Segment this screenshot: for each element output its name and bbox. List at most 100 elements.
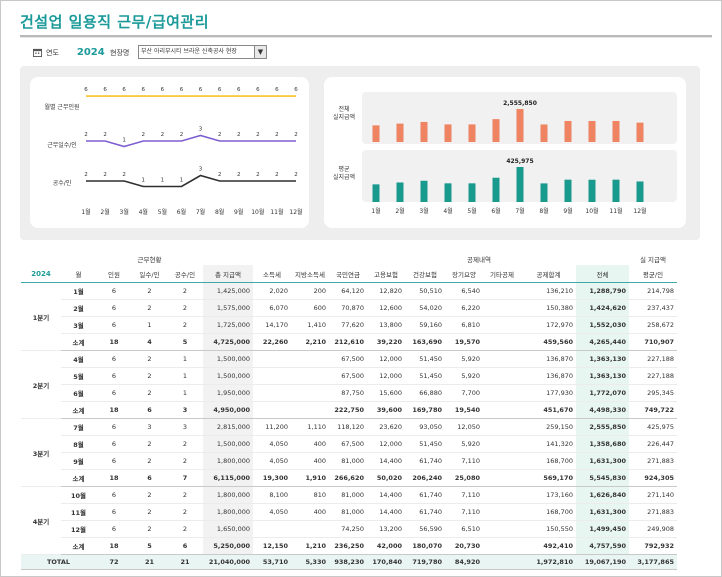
data-label: 1 [180, 178, 184, 184]
value-cell: 810 [291, 486, 329, 504]
column-header-other: 기타공제 [483, 265, 521, 283]
value-cell: 168,700 [521, 452, 576, 470]
value-cell [253, 384, 291, 402]
value-cell: 2 [132, 384, 167, 402]
table-row: 3월 6 1 2 1,725,000 14,170 1,410 77,620 13,800 59,… [21, 316, 677, 334]
value-cell: 3 [132, 418, 167, 436]
x-tick-label: 2월 [100, 208, 109, 216]
x-tick-label: 5월 [467, 207, 476, 215]
total-value-cell: 719,780 [405, 554, 445, 570]
value-cell: 6 [96, 299, 132, 317]
value-cell: 136,210 [521, 282, 576, 300]
data-label: 2 [142, 132, 146, 138]
value-cell: 61,740 [405, 486, 445, 504]
data-label: 6 [256, 87, 260, 93]
value-cell: 206,240 [405, 469, 445, 487]
month-cell: 7월 [61, 418, 96, 436]
value-cell: 6 [96, 418, 132, 436]
value-cell: 74,250 [329, 520, 367, 538]
value-cell [483, 418, 521, 436]
total-label: TOTAL [21, 554, 96, 570]
value-cell: 6 [96, 452, 132, 470]
value-cell: 61,740 [405, 503, 445, 521]
series-line [86, 174, 296, 188]
value-cell: 81,000 [329, 452, 367, 470]
month-cell: 소계 [61, 401, 96, 419]
table-row: 3분기 7월 6 3 3 2,815,000 11,200 1,110 118,120 23,62… [21, 418, 677, 487]
value-cell: 4,265,440 [576, 333, 629, 351]
value-cell: 177,930 [521, 384, 576, 402]
value-cell: 258,672 [629, 316, 677, 334]
value-cell [483, 401, 521, 419]
data-label: 2 [84, 172, 88, 178]
data-label: 6 [142, 87, 146, 93]
value-cell: 5 [132, 537, 167, 555]
value-cell: 81,000 [329, 503, 367, 521]
value-cell: 214,798 [629, 282, 677, 300]
value-cell: 236,250 [329, 537, 367, 555]
bar [612, 179, 620, 202]
value-cell: 163,690 [405, 333, 445, 351]
header-group-deduct: 공제내역 [467, 255, 491, 264]
value-cell: 4,050 [253, 503, 291, 521]
value-cell: 169,780 [405, 401, 445, 419]
value-cell: 4,725,000 [203, 333, 253, 351]
value-cell: 67,500 [329, 367, 367, 385]
value-cell: 259,150 [521, 418, 576, 436]
value-cell: 81,000 [329, 486, 367, 504]
month-cell: 4월 [61, 350, 96, 368]
value-cell: 237,437 [629, 299, 677, 317]
table-row: 12월 6 2 2 1,650,000 74,250 13,200 56,590 6,510 15… [21, 520, 677, 538]
month-cell: 소계 [61, 537, 96, 555]
data-label: 2 [256, 172, 260, 178]
site-select[interactable]: 부산 아리부시티 브라운 신축공사 현장 ▼ [138, 45, 267, 59]
column-header-avg: 평균/인 [629, 265, 677, 283]
data-label: 6 [180, 87, 184, 93]
value-cell: 8,100 [253, 486, 291, 504]
value-cell [291, 367, 329, 385]
header-spacer [253, 252, 291, 265]
year-value[interactable]: 2024 [76, 47, 105, 58]
value-cell [291, 401, 329, 419]
value-cell: 54,020 [405, 299, 445, 317]
column-header-days: 일수/인 [132, 265, 167, 283]
value-cell: 6,510 [445, 520, 483, 538]
line-chart: 월별 근무인원 6 6 6 6 6 6 6 6 6 6 6 6 근무일수/인 2 2 1 2 2 2 3 2 2 2 2 2 공수/… [44, 87, 302, 216]
value-cell: 6 [96, 350, 132, 368]
bar [588, 120, 596, 142]
total-value-cell: 170,840 [367, 554, 405, 570]
total-value-cell: 72 [96, 554, 132, 570]
value-cell: 4,950,000 [203, 401, 253, 419]
column-header-employment: 고용보험 [367, 265, 405, 283]
value-cell: 4 [132, 333, 167, 351]
value-cell: 1,725,000 [203, 316, 253, 334]
column-header-people: 인원 [96, 265, 132, 283]
value-cell: 1,772,070 [576, 384, 629, 402]
value-cell [483, 333, 521, 351]
column-header-deduct-total: 공제합계 [521, 265, 576, 283]
dropdown-arrow-icon[interactable]: ▼ [254, 46, 266, 58]
series-label: 월별 근무인원 [44, 103, 79, 111]
bar [540, 183, 548, 202]
bar [588, 179, 596, 202]
value-cell: 136,870 [521, 367, 576, 385]
value-cell: 14,170 [253, 316, 291, 334]
quarter-label: 3분기 [21, 418, 61, 487]
value-cell: 2 [167, 452, 203, 470]
value-cell: 1,358,680 [576, 435, 629, 453]
data-label: 2 [294, 132, 298, 138]
calendar-icon [33, 48, 42, 57]
value-cell: 1,800,000 [203, 452, 253, 470]
bar [564, 120, 572, 142]
year-label: 연도 [46, 48, 59, 57]
value-cell: 61,740 [405, 452, 445, 470]
bar [612, 120, 620, 142]
header-spacer [61, 252, 96, 265]
value-cell: 23,620 [367, 418, 405, 436]
total-value-cell: 19,067,190 [576, 554, 629, 570]
value-cell: 136,870 [521, 350, 576, 368]
site-select-value: 부산 아리부시티 브라운 신축공사 현장 [141, 48, 237, 55]
header-group-work: 근무현황 [137, 255, 162, 264]
value-cell: 42,000 [367, 537, 405, 555]
value-cell: 64,120 [329, 282, 367, 300]
